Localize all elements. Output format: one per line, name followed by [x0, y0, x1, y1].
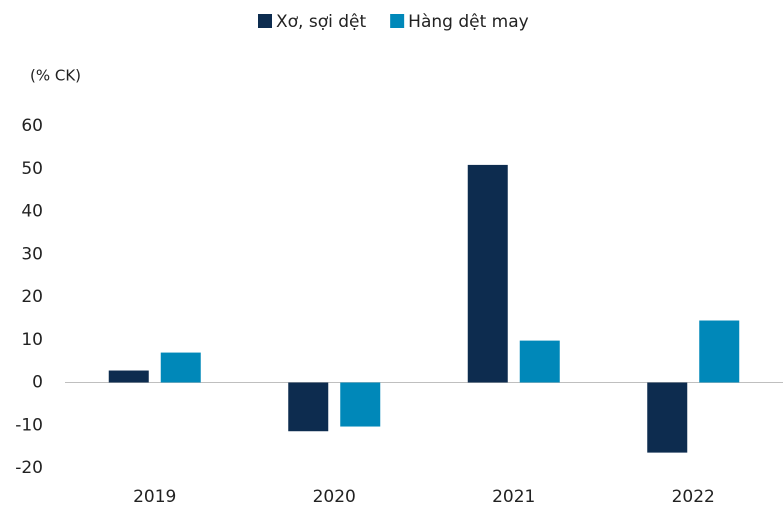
legend-swatch: [258, 14, 272, 28]
y-tick-label: 20: [21, 287, 43, 307]
legend-label: Hàng dệt may: [408, 12, 529, 32]
y-tick-label: 60: [21, 116, 43, 136]
x-tick-label: 2021: [492, 487, 535, 507]
bar: [699, 320, 740, 383]
bar: [519, 340, 560, 383]
x-tick-label: 2022: [672, 487, 715, 507]
bar: [160, 352, 201, 383]
bar: [467, 164, 508, 383]
legend-label: Xơ, sợi dệt: [276, 12, 366, 32]
bar: [108, 370, 149, 383]
y-tick-label: 40: [21, 202, 43, 222]
y-tick-label: 50: [21, 159, 43, 179]
y-tick-label: 0: [32, 373, 43, 393]
bar: [647, 382, 688, 453]
y-tick-label: 30: [21, 244, 43, 264]
bar: [288, 382, 329, 432]
y-axis-label: (% CK): [30, 67, 81, 85]
y-tick-label: -10: [15, 415, 43, 435]
legend-swatch: [390, 14, 405, 28]
x-tick-label: 2019: [133, 487, 176, 507]
y-tick-label: 10: [21, 330, 43, 350]
bar: [340, 382, 381, 427]
y-tick-label: -20: [15, 458, 43, 478]
x-tick-label: 2020: [313, 487, 356, 507]
